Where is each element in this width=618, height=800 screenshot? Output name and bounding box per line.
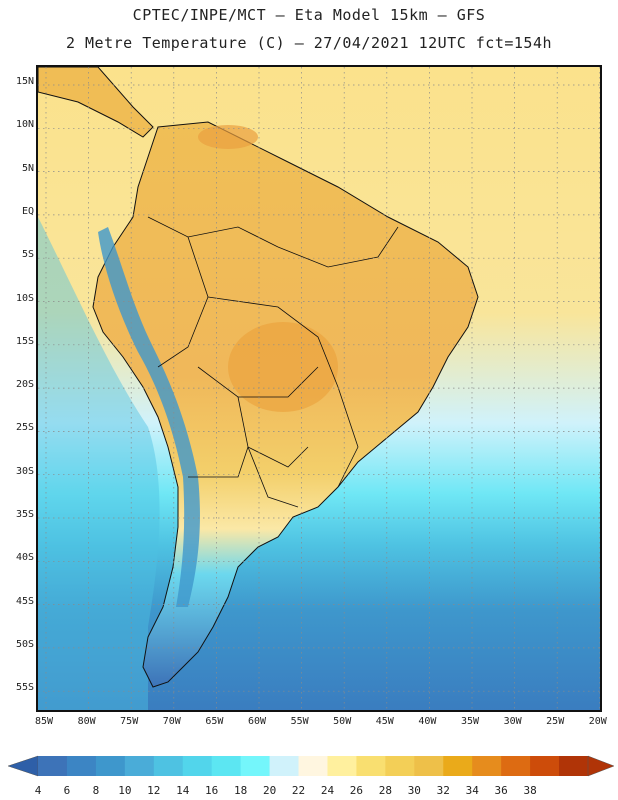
latitude-label: 15N xyxy=(15,76,34,87)
hot-interior-zone xyxy=(228,322,338,412)
central-america-landmass xyxy=(38,67,154,138)
hot-venezuela-zone xyxy=(198,125,258,149)
latitude-label: 5N xyxy=(21,162,34,174)
colorbar-tick-label: 14 xyxy=(176,784,190,797)
colorbar-tick-label: 28 xyxy=(378,784,392,797)
latitude-label: 20S xyxy=(15,379,34,391)
colorbar-tick-label: 22 xyxy=(291,784,306,797)
longitude-label: 35W xyxy=(460,716,480,727)
longitude-label: 55W xyxy=(290,716,309,727)
colorbar-segment xyxy=(327,756,357,776)
longitude-label: 65W xyxy=(205,716,224,727)
latitude-label: 55S xyxy=(15,682,34,694)
longitude-label: 60W xyxy=(247,716,267,727)
latitude-label: EQ xyxy=(21,205,34,217)
andes-cold-band xyxy=(98,227,200,607)
latitude-label: 40S xyxy=(15,552,34,564)
colorbar-segment xyxy=(124,756,155,776)
colorbar-tick-label: 38 xyxy=(523,784,537,797)
colorbar-segment xyxy=(530,756,560,776)
longitude-label: 25W xyxy=(546,716,565,727)
colorbar-tick-label: 32 xyxy=(436,784,450,797)
colorbar-low-arrow xyxy=(7,755,39,777)
longitude-label: 20W xyxy=(588,716,607,727)
colorbar-tick-label: 6 xyxy=(63,784,71,797)
colorbar-segment xyxy=(38,756,68,776)
colorbar-tick-label: 10 xyxy=(118,784,132,797)
longitude-label: 80W xyxy=(77,716,96,727)
colorbar-segment xyxy=(356,756,386,776)
map-canvas xyxy=(38,67,600,710)
longitude-label: 70W xyxy=(162,716,181,727)
colorbar-segment xyxy=(472,756,502,776)
longitude-label: 45W xyxy=(375,716,394,727)
latitude-label: 5S xyxy=(21,249,34,261)
colorbar-segment xyxy=(414,756,444,776)
longitude-label: 75W xyxy=(120,716,139,727)
longitude-label: 50W xyxy=(333,716,352,727)
latitude-label: 35S xyxy=(15,509,34,520)
longitude-label: 40W xyxy=(418,716,437,727)
longitude-label: 85W xyxy=(34,716,54,727)
longitude-label: 30W xyxy=(503,716,522,727)
colorbar-tick-label: 4 xyxy=(34,784,42,797)
colorbar-segment xyxy=(385,756,415,776)
colorbar-segment xyxy=(240,756,271,776)
colorbar-segment xyxy=(298,756,328,776)
colorbar xyxy=(7,755,615,777)
colorbar-segment xyxy=(66,756,97,776)
colorbar-segment xyxy=(559,756,589,776)
map-title-line2: 2 Metre Temperature (C) – 27/04/2021 12U… xyxy=(65,34,553,52)
colorbar-tick-label: 18 xyxy=(234,784,248,797)
colorbar-tick-label: 26 xyxy=(349,784,364,797)
colorbar-segment xyxy=(211,756,242,776)
latitude-label: 25S xyxy=(15,422,34,434)
country-borders xyxy=(147,216,399,508)
colorbar-segment xyxy=(182,756,213,776)
latitude-label: 10S xyxy=(15,292,34,304)
map-title-line1: CPTEC/INPE/MCT – Eta Model 15km – GFS xyxy=(132,6,486,24)
latitude-label: 15S xyxy=(15,335,34,347)
latitude-label: 45S xyxy=(15,595,34,607)
pacific-cold-zone xyxy=(38,217,160,710)
colorbar-tick-label: 20 xyxy=(262,784,277,797)
latitude-label: 10N xyxy=(15,119,34,131)
latitude-label: 30S xyxy=(15,465,34,477)
colorbar-tick-label: 8 xyxy=(92,784,100,797)
colorbar-tick-label: 30 xyxy=(407,784,421,797)
latitude-label: 50S xyxy=(15,638,34,650)
colorbar-tick-label: 12 xyxy=(147,784,161,797)
colorbar-high-arrow xyxy=(587,755,615,777)
colorbar-segment xyxy=(269,756,300,776)
colorbar-tick-label: 16 xyxy=(205,784,219,797)
colorbar-segment xyxy=(501,756,531,776)
colorbar-segment xyxy=(95,756,126,776)
temperature-map[interactable] xyxy=(36,65,602,712)
colorbar-tick-label: 36 xyxy=(494,784,508,797)
colorbar-tick-label: 34 xyxy=(465,784,479,797)
colorbar-segment xyxy=(153,756,184,776)
colorbar-segment xyxy=(443,756,473,776)
colorbar-tick-label: 24 xyxy=(320,784,335,797)
